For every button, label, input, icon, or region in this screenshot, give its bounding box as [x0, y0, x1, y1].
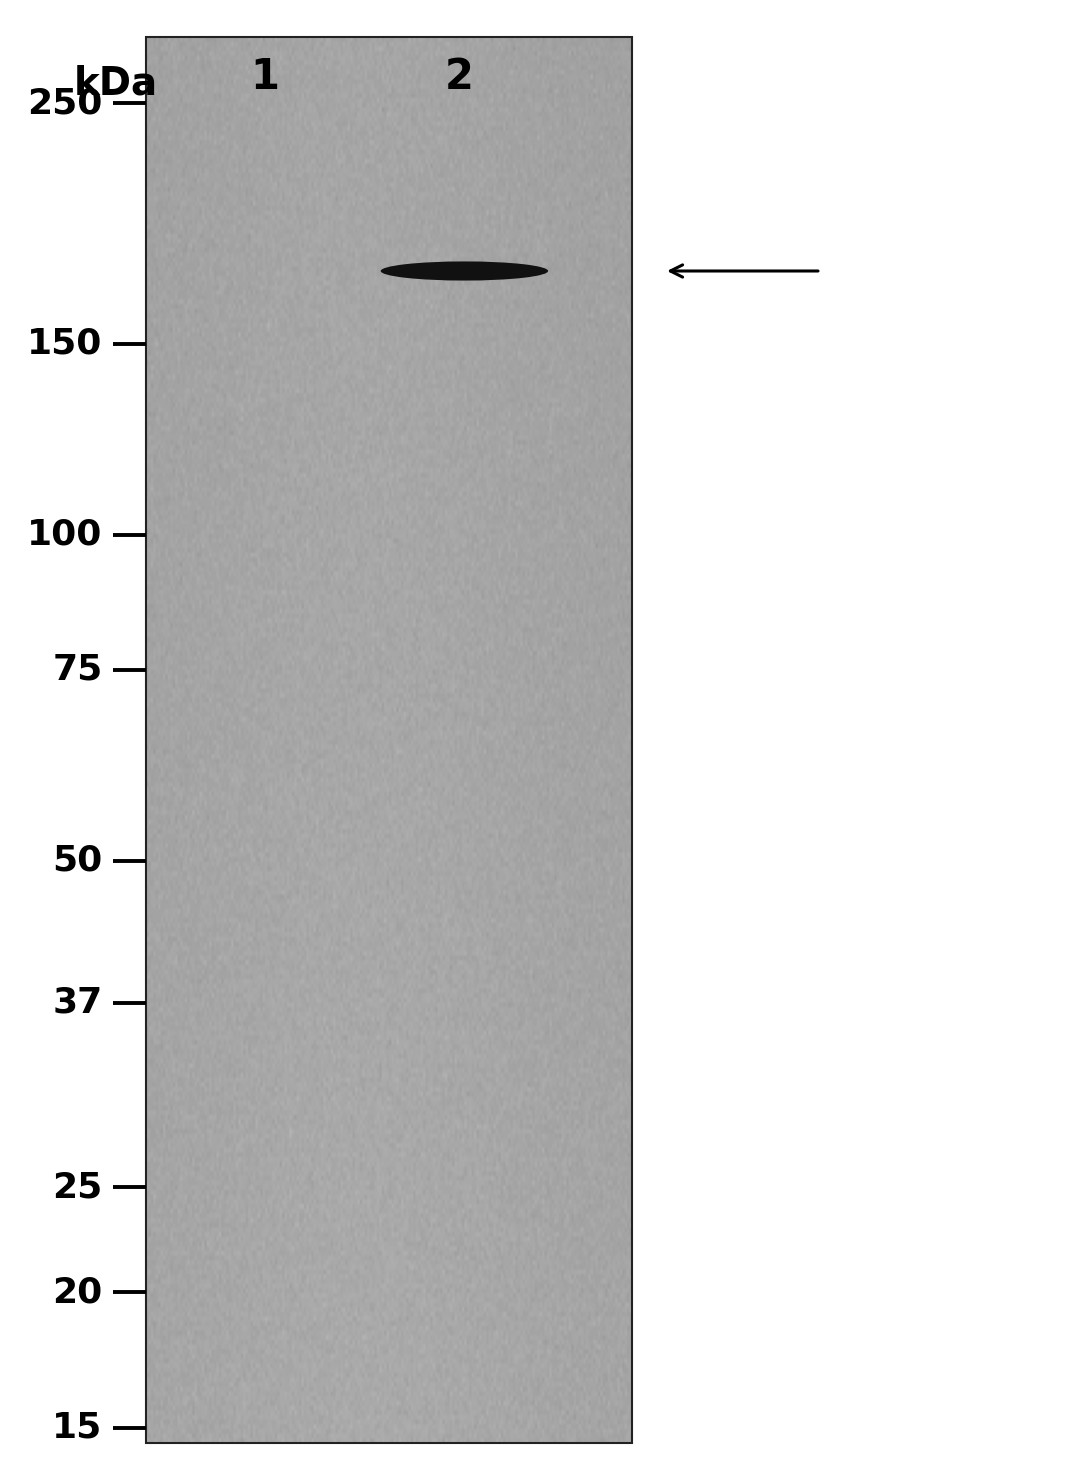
Text: 1: 1 — [251, 56, 279, 99]
Text: 15: 15 — [52, 1410, 103, 1446]
Text: 50: 50 — [52, 843, 103, 877]
Text: 100: 100 — [27, 518, 103, 552]
Text: 250: 250 — [27, 85, 103, 121]
Text: 150: 150 — [27, 327, 103, 361]
Text: 2: 2 — [445, 56, 473, 99]
Text: 75: 75 — [52, 654, 103, 687]
Bar — [146, 37, 632, 1443]
Ellipse shape — [380, 262, 549, 281]
Text: kDa: kDa — [73, 65, 158, 103]
Text: 25: 25 — [52, 1170, 103, 1204]
Text: 20: 20 — [52, 1275, 103, 1310]
Text: 37: 37 — [52, 986, 103, 1020]
